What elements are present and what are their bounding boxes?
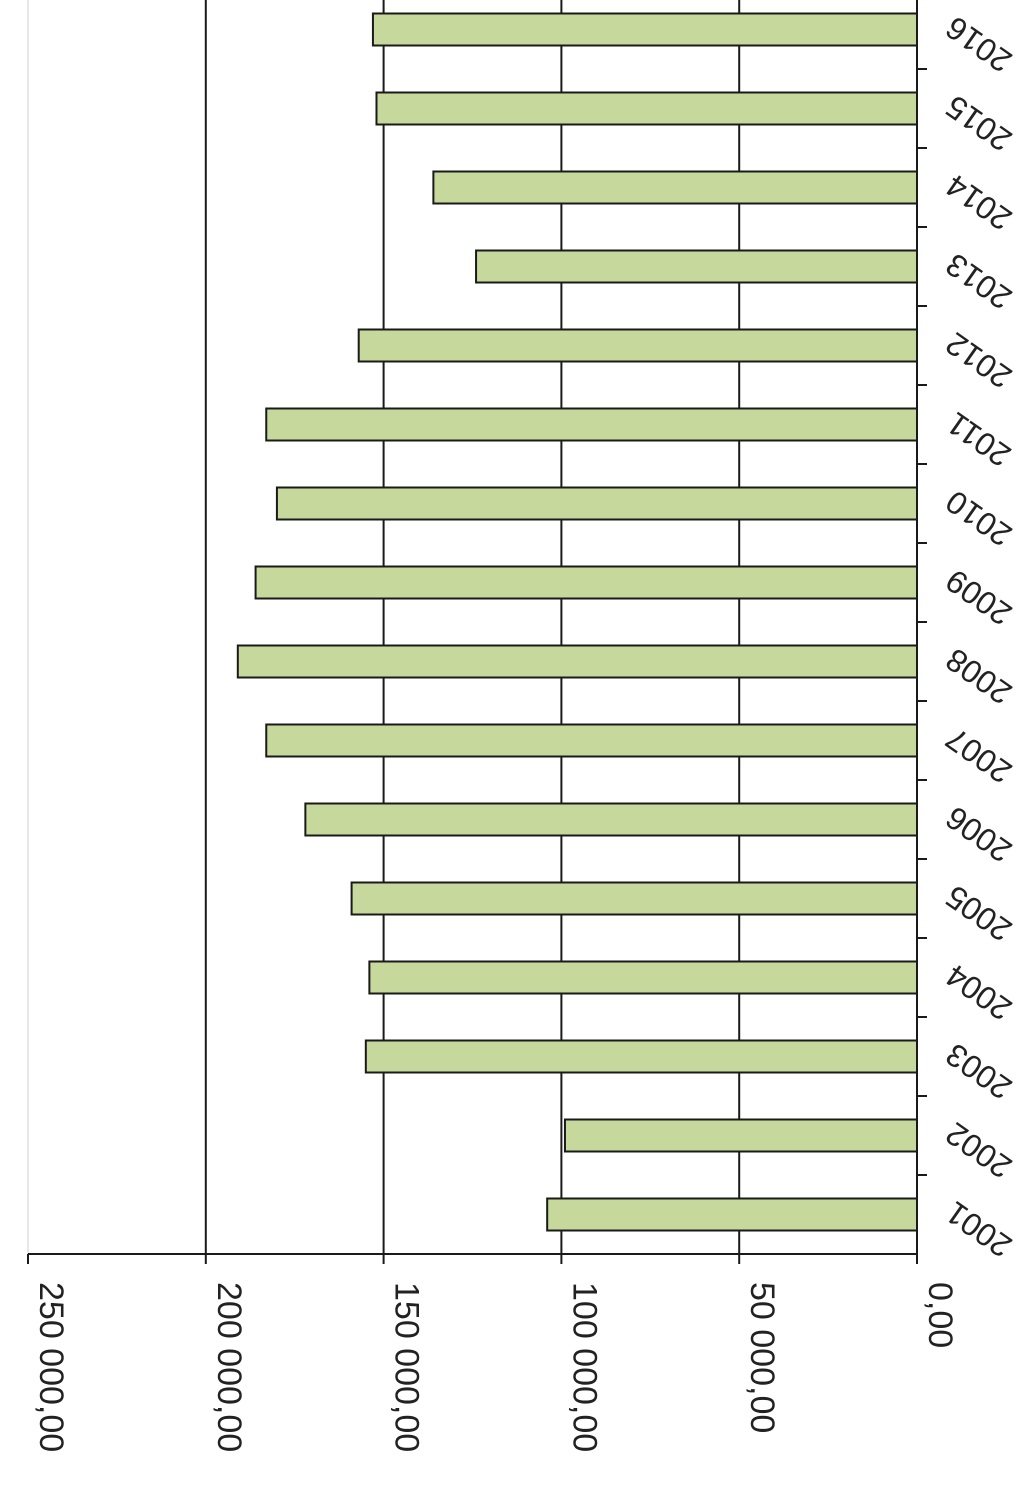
category-label-2010: 2010: [939, 483, 1018, 553]
bar-2015: [375, 91, 919, 126]
category-label-2016: 2016: [939, 9, 1018, 79]
value-tick-label: 150 000,00: [388, 1282, 426, 1452]
bar-2005: [350, 881, 918, 916]
bar-2003: [364, 1039, 918, 1074]
category-label-2015: 2015: [939, 88, 1018, 158]
bar-2006: [304, 802, 919, 837]
category-labels: 2001 2002 2003 2004 2005 2006 2007 2008 2009 2010…: [939, 9, 1018, 1264]
category-label-2003: 2003: [939, 1036, 1018, 1106]
bar-2002: [563, 1118, 918, 1153]
bar-2013: [475, 249, 918, 284]
category-label-2005: 2005: [939, 878, 1018, 948]
category-label-2009: 2009: [939, 562, 1018, 632]
bar-2009: [254, 565, 919, 600]
value-tick-label: 0,00: [921, 1282, 959, 1348]
bar-2016: [371, 12, 918, 47]
bar-2001: [546, 1197, 919, 1232]
value-tick-label: 50 000,00: [743, 1282, 781, 1433]
bar-2010: [275, 486, 919, 521]
axes: [27, 0, 927, 1264]
value-tick-label: 200 000,00: [210, 1282, 248, 1452]
category-label-2001: 2001: [939, 1194, 1018, 1264]
value-tick-label: 250 000,00: [32, 1282, 70, 1452]
bar-2008: [236, 644, 918, 679]
category-label-2014: 2014: [939, 167, 1018, 237]
bar-2007: [265, 723, 918, 758]
category-label-2007: 2007: [939, 720, 1018, 790]
bars: [236, 12, 919, 1232]
category-label-2002: 2002: [939, 1115, 1018, 1185]
value-tick-labels: 0,00 50 000,00 100 000,00 150 000,00 200 000…: [32, 1282, 959, 1452]
category-label-2012: 2012: [939, 325, 1018, 395]
bar-2004: [368, 960, 919, 995]
category-label-2011: 2011: [940, 405, 1017, 474]
category-label-2004: 2004: [939, 957, 1018, 1027]
bar-2014: [432, 170, 918, 205]
bar-2011: [265, 407, 918, 442]
category-label-2008: 2008: [939, 641, 1018, 711]
bar-2012: [357, 328, 918, 363]
category-label-2006: 2006: [939, 799, 1018, 869]
value-tick-label: 100 000,00: [565, 1282, 603, 1452]
category-label-2013: 2013: [939, 246, 1018, 316]
